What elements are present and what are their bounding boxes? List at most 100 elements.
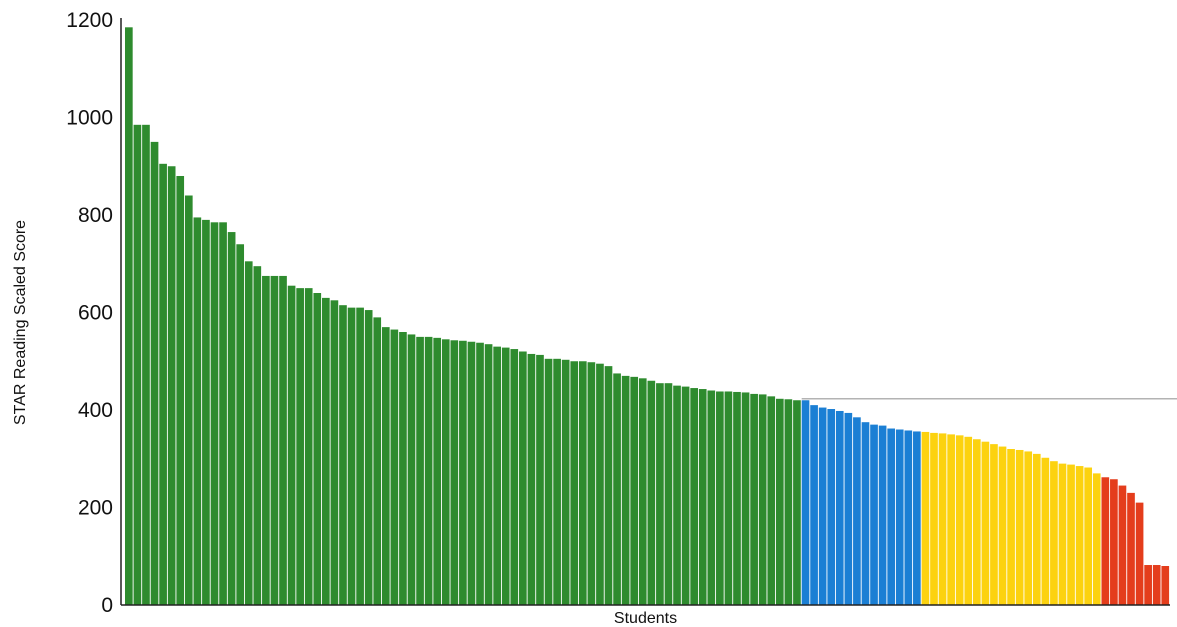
bar bbox=[895, 429, 904, 605]
bar bbox=[519, 351, 527, 605]
bar bbox=[159, 163, 167, 605]
bar bbox=[1050, 461, 1058, 605]
bar bbox=[441, 339, 450, 605]
y-tick-label: 1000 bbox=[66, 107, 113, 130]
bar bbox=[570, 361, 579, 605]
bar bbox=[536, 354, 544, 605]
bar bbox=[416, 336, 424, 606]
bar bbox=[553, 358, 561, 605]
bar bbox=[1084, 467, 1093, 605]
bar bbox=[733, 391, 741, 605]
bar bbox=[433, 337, 442, 605]
bar bbox=[399, 332, 407, 605]
bar bbox=[656, 383, 664, 605]
bar bbox=[690, 388, 698, 605]
bar bbox=[647, 380, 656, 605]
bar bbox=[630, 376, 639, 605]
bar bbox=[424, 336, 433, 606]
bar bbox=[381, 327, 390, 606]
bar bbox=[484, 344, 493, 605]
bar bbox=[1041, 457, 1050, 605]
bar bbox=[1127, 492, 1135, 606]
bar bbox=[870, 424, 878, 606]
bar bbox=[972, 439, 981, 605]
bar bbox=[621, 375, 630, 606]
bar bbox=[1032, 453, 1041, 606]
y-tick-label: 800 bbox=[78, 204, 113, 227]
y-tick-label: 1200 bbox=[66, 9, 113, 32]
bar bbox=[613, 373, 621, 605]
bar bbox=[1024, 451, 1033, 605]
bar bbox=[947, 434, 955, 606]
bar bbox=[750, 393, 758, 605]
bar bbox=[167, 166, 176, 605]
x-axis-title: Students bbox=[614, 610, 677, 627]
bar bbox=[287, 285, 296, 605]
bar bbox=[904, 430, 913, 605]
bar bbox=[818, 407, 827, 605]
bar bbox=[1015, 449, 1024, 605]
bar bbox=[1101, 477, 1110, 605]
bar bbox=[253, 266, 262, 605]
bar bbox=[1152, 565, 1161, 605]
bar bbox=[373, 317, 382, 606]
bar bbox=[459, 340, 467, 605]
bar bbox=[407, 334, 416, 605]
bar bbox=[133, 124, 142, 605]
bar bbox=[784, 399, 793, 605]
bar bbox=[125, 27, 133, 606]
bar bbox=[604, 366, 613, 606]
bar bbox=[227, 232, 236, 605]
bar bbox=[707, 390, 716, 605]
bar bbox=[1161, 566, 1170, 605]
bar bbox=[793, 400, 801, 605]
bar bbox=[527, 353, 536, 605]
bar bbox=[244, 261, 253, 605]
bar bbox=[1007, 449, 1015, 605]
bar bbox=[304, 288, 313, 606]
bar bbox=[390, 329, 399, 605]
bar bbox=[347, 307, 356, 606]
y-tick-label: 400 bbox=[78, 399, 113, 422]
bar bbox=[544, 358, 553, 605]
bar bbox=[561, 359, 570, 605]
bar bbox=[767, 396, 776, 605]
bar bbox=[476, 342, 484, 605]
bar bbox=[887, 428, 896, 605]
y-tick-label: 0 bbox=[101, 594, 113, 617]
bar bbox=[921, 431, 930, 605]
bar bbox=[741, 392, 750, 605]
y-axis-title: STAR Reading Scaled Score bbox=[12, 220, 29, 425]
bar bbox=[339, 305, 347, 605]
bar bbox=[493, 346, 501, 606]
bar bbox=[930, 432, 938, 605]
bar bbox=[219, 222, 227, 605]
bar bbox=[981, 441, 990, 605]
bar bbox=[210, 222, 219, 605]
bar bbox=[758, 394, 767, 605]
bar bbox=[878, 425, 887, 605]
bar bbox=[587, 362, 596, 605]
bar bbox=[638, 378, 647, 605]
bar bbox=[1067, 464, 1075, 605]
y-axis: 0 200 400 600 800 1000 1200 bbox=[66, 9, 113, 617]
bar bbox=[801, 400, 810, 605]
bar bbox=[176, 176, 185, 605]
bar bbox=[913, 431, 921, 605]
bar bbox=[467, 341, 476, 605]
bar bbox=[510, 349, 519, 605]
bar bbox=[998, 446, 1007, 605]
bar bbox=[1144, 565, 1152, 605]
bar bbox=[964, 436, 973, 605]
bar bbox=[938, 433, 947, 605]
bar bbox=[236, 244, 245, 605]
bar bbox=[673, 385, 681, 606]
bar bbox=[578, 361, 587, 605]
y-tick-label: 600 bbox=[78, 302, 113, 325]
bar bbox=[364, 310, 373, 605]
bar bbox=[1110, 479, 1118, 605]
y-tick-label: 200 bbox=[78, 497, 113, 520]
bar bbox=[193, 217, 202, 605]
